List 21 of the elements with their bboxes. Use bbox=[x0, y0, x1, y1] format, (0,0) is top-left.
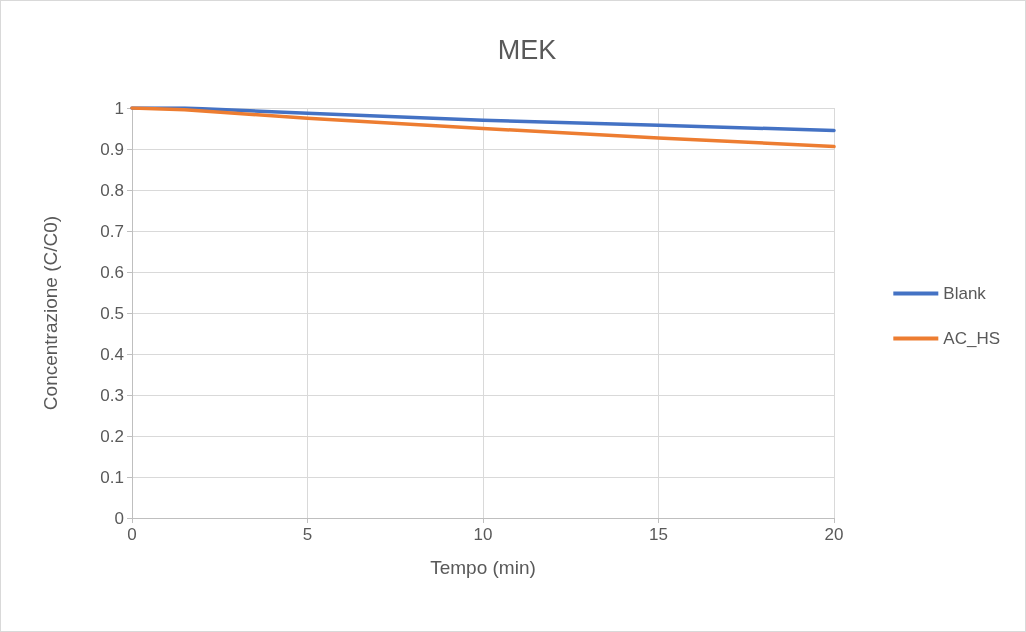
x-axis-title: Tempo (min) bbox=[430, 557, 536, 578]
y-tick-label: 0.2 bbox=[100, 426, 124, 446]
chart-title: MEK bbox=[497, 34, 557, 65]
y-tick-label: 0 bbox=[114, 508, 124, 528]
y-tick-label: 0.6 bbox=[100, 262, 124, 282]
y-tick-label: 0.1 bbox=[100, 467, 124, 487]
x-tick-label: 5 bbox=[302, 525, 313, 544]
x-tick-label: 15 bbox=[649, 525, 668, 544]
y-tick-label: 0.8 bbox=[100, 180, 124, 200]
y-tick-label: 0.9 bbox=[100, 139, 124, 159]
y-tick-label: 0.7 bbox=[100, 221, 124, 241]
y-tick-label: 1 bbox=[114, 98, 124, 118]
x-tick-label: 0 bbox=[127, 525, 137, 544]
x-tick-label: 10 bbox=[473, 525, 493, 544]
y-tick-label: 0.3 bbox=[100, 385, 124, 405]
legend-label: AC_HS bbox=[943, 329, 1000, 348]
x-tick-label: 20 bbox=[824, 525, 844, 544]
y-axis-title: Concentrazione (C/C0) bbox=[40, 215, 61, 411]
y-tick-label: 0.5 bbox=[100, 303, 124, 323]
legend-label: Blank bbox=[943, 284, 987, 303]
y-tick-label: 0.4 bbox=[100, 344, 124, 364]
